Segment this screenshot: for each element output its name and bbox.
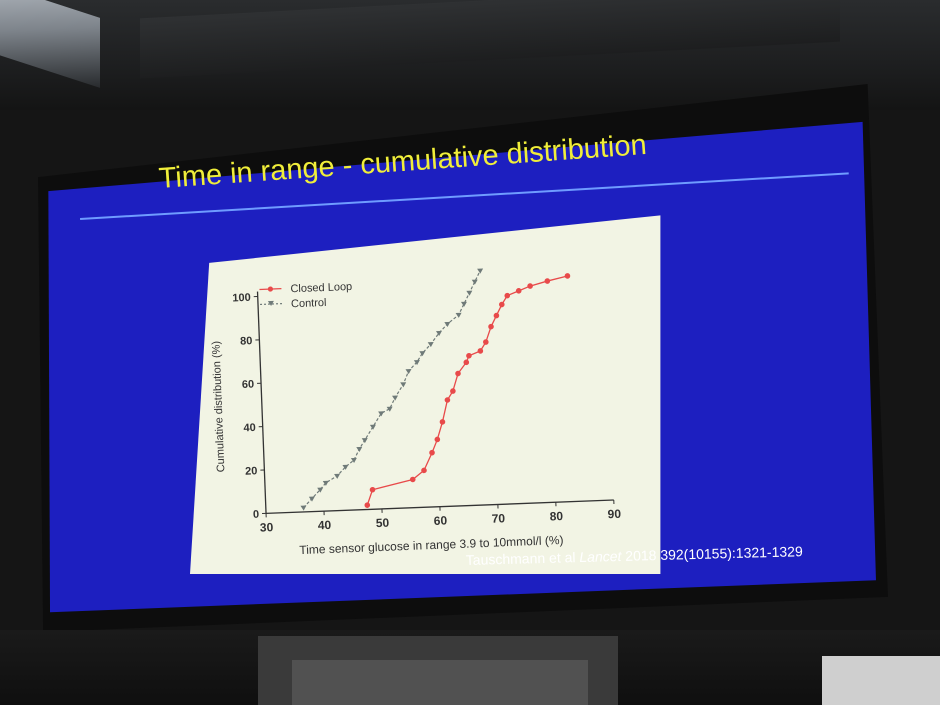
closed-loop-point [364,502,371,508]
control-point [361,437,368,444]
doorway-interior [292,660,588,705]
closed-loop-point [483,339,489,345]
x-tick-label: 30 [260,520,274,535]
closed-loop-point [564,273,571,279]
control-point [392,395,399,401]
closed-loop-point [421,467,427,474]
control-point [334,473,341,479]
control-point [405,368,412,375]
wall-sign [822,656,940,705]
control-point [322,480,329,486]
y-tick-label: 80 [240,335,253,347]
y-tick-label: 100 [232,292,251,305]
closed-loop-series-line [366,275,568,506]
x-tick-label: 70 [491,511,505,526]
control-point [471,279,478,285]
control-point [308,496,315,502]
y-axis-label: Cumulative distribution (%) [210,341,227,473]
legend-control-marker [267,300,274,307]
closed-loop-point [429,449,435,456]
closed-loop-point [409,476,416,483]
legend-control-label: Control [291,297,327,310]
closed-loop-point [439,419,446,425]
control-point [400,382,407,388]
control-point [342,464,349,470]
control-point [413,359,420,366]
x-tick-label: 60 [434,513,448,528]
closed-loop-point [477,348,484,354]
control-point [350,457,357,464]
control-point [444,321,451,327]
y-tick-label: 20 [245,465,258,477]
citation-authors: Tauschmann et al [465,549,580,568]
x-tick-label: 90 [607,507,621,522]
y-tick-label: 40 [243,422,256,434]
legend-closed-loop-label: Closed Loop [290,281,352,295]
control-point [466,290,473,296]
control-point [419,351,426,357]
control-point [427,342,434,348]
closed-loop-point [455,370,461,377]
closed-loop-point [434,436,441,443]
closed-loop-point [450,388,456,394]
closed-loop-point [527,283,533,289]
closed-loop-point [504,292,511,299]
x-tick-label: 40 [318,518,332,533]
control-point [369,424,376,430]
control-point [460,301,467,307]
closed-loop-point [466,352,472,359]
closed-loop-point [463,359,470,366]
closed-loop-point [544,278,551,284]
closed-loop-point [369,486,376,493]
citation-journal: Lancet [579,547,622,566]
control-point [356,446,363,452]
y-axis [256,291,267,514]
closed-loop-point [493,312,500,319]
legend-closed-loop-marker [267,286,274,292]
control-point [300,505,307,511]
control-point [435,330,442,336]
cumulative-distribution-chart: 30 40 50 60 70 80 90 0 20 40 60 80 100 Closed Loop C… [210,268,622,557]
control-point [455,312,462,318]
control-point [317,487,324,493]
closed-loop-point [488,323,494,330]
control-point [477,268,484,274]
closed-loop-point [498,301,505,308]
control-point [378,411,385,417]
control-point [386,406,393,412]
y-tick-label: 60 [242,379,255,391]
x-tick-label: 50 [376,516,390,531]
y-tick-label: 0 [253,509,260,521]
x-tick-label: 80 [549,509,563,524]
closed-loop-point [444,397,451,403]
closed-loop-point [515,288,522,294]
chart-panel [190,215,661,574]
